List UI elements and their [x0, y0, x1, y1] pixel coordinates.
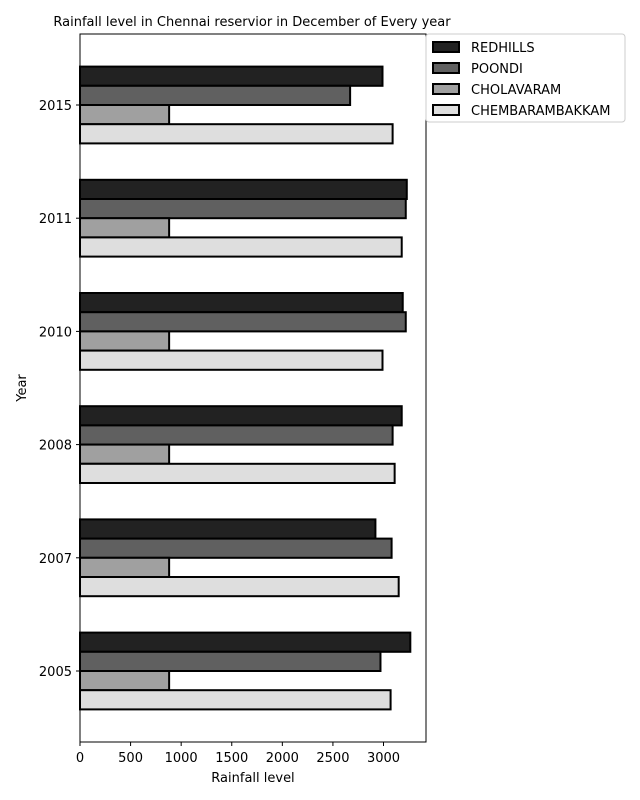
- legend-label-poondi: POONDI: [471, 62, 523, 77]
- bar-chembarambakkam-2015: [79, 123, 394, 145]
- y-axis-ticks: 2005 2007 2008 2010 2011 2015: [39, 99, 80, 680]
- legend-swatch-chembarambakkam: [432, 104, 460, 116]
- bar-poondi-2005: [79, 650, 382, 672]
- bar-poondi-2008: [79, 424, 394, 446]
- bar-poondi-2010: [79, 311, 407, 333]
- bar-redhills-2015: [79, 65, 384, 87]
- bar-redhills-2010: [79, 292, 404, 314]
- y-tick-label: 2007: [39, 552, 72, 567]
- legend-label-redhills: REDHILLS: [471, 41, 535, 56]
- x-tick-label: 2000: [266, 751, 299, 766]
- x-tick-label: 1500: [215, 751, 248, 766]
- legend-swatch-poondi: [432, 62, 460, 74]
- chart-title: Rainfall level in Chennai reservior in D…: [53, 15, 451, 30]
- y-tick-label: 2011: [39, 212, 72, 227]
- bar-cholavaram-2007: [79, 556, 171, 578]
- bar-chembarambakkam-2010: [79, 349, 384, 371]
- y-axis-label: Year: [15, 374, 30, 403]
- bar-chembarambakkam-2005: [79, 689, 392, 711]
- bar-cholavaram-2015: [79, 104, 171, 126]
- x-axis-ticks: 0 500 1000 1500 2000 2500 3000: [76, 742, 400, 766]
- bar-chembarambakkam-2011: [79, 236, 403, 258]
- bar-cholavaram-2005: [79, 670, 171, 692]
- bar-cholavaram-2011: [79, 217, 171, 239]
- x-tick-label: 3000: [367, 751, 400, 766]
- bar-redhills-2007: [79, 518, 377, 540]
- plot-frame: [79, 33, 427, 743]
- legend: REDHILLS POONDI CHOLAVARAM CHEMBARAMBAKKAM: [425, 33, 626, 123]
- legend-swatch-redhills: [432, 41, 460, 53]
- y-tick-label: 2008: [39, 439, 72, 454]
- legend-swatch-cholavaram: [432, 83, 460, 95]
- legend-label-cholavaram: CHOLAVARAM: [471, 83, 561, 98]
- x-tick-label: 0: [76, 751, 84, 766]
- y-tick-label: 2015: [39, 99, 72, 114]
- bar-redhills-2008: [79, 405, 403, 427]
- x-tick-label: 500: [118, 751, 143, 766]
- bar-cholavaram-2010: [79, 330, 171, 352]
- bar-poondi-2015: [79, 84, 352, 107]
- y-tick-label: 2005: [39, 665, 72, 680]
- x-tick-label: 1000: [165, 751, 198, 766]
- bar-redhills-2011: [79, 178, 408, 201]
- bar-redhills-2005: [79, 631, 412, 653]
- bar-poondi-2011: [79, 198, 407, 220]
- legend-label-chembarambakkam: CHEMBARAMBAKKAM: [471, 104, 610, 119]
- bar-chembarambakkam-2007: [79, 576, 400, 598]
- x-axis-label: Rainfall level: [211, 771, 294, 786]
- x-tick-label: 2500: [316, 751, 349, 766]
- bar-chembarambakkam-2008: [79, 462, 396, 484]
- legend-box: [425, 33, 626, 123]
- bars-group: [79, 65, 412, 711]
- bar-poondi-2007: [79, 537, 393, 559]
- bar-cholavaram-2008: [79, 443, 171, 465]
- y-tick-label: 2010: [39, 325, 72, 340]
